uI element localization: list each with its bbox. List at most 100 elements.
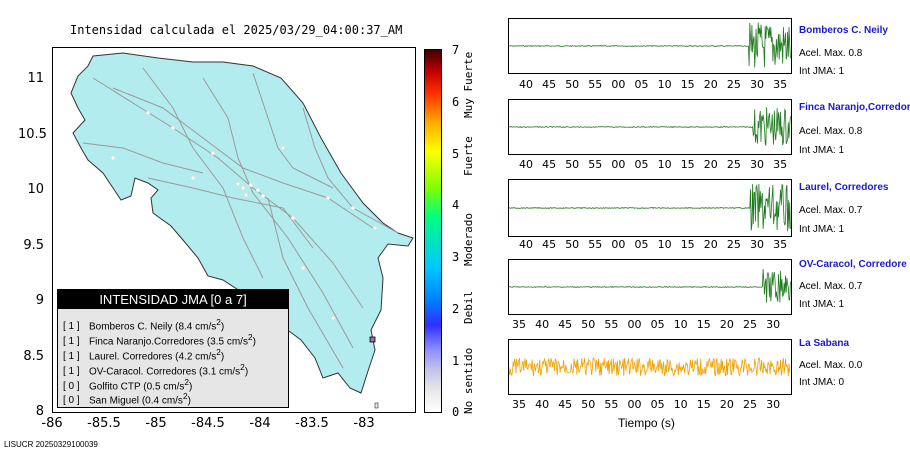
colorbar-tick: 6 [452,95,460,109]
trace-time-tick: 05 [634,158,649,171]
trace-panel-1[interactable] [508,99,792,155]
colorbar-tick: 5 [452,147,460,161]
intensity-legend: INTENSIDAD JMA [0 a 7] [ 1 ] Bomberos C. … [57,289,289,408]
trace-time-tick: 20 [703,78,718,91]
colorbar-tick: 2 [452,302,460,316]
trace-time-tick: 45 [558,318,573,331]
station-jma: Int JMA: 1 [799,299,845,310]
trace-panel-3[interactable] [508,259,792,315]
trace-time-tick: 20 [719,318,734,331]
station-acel: Acel. Max. 0.0 [799,360,863,371]
trace-panel-0[interactable] [508,18,792,74]
station-name: La Sabana [799,338,850,349]
time-axis-label: Tiempo (s) [618,416,675,430]
legend-row: [ 0 ] San Miguel (0.4 cm/s2) [63,391,191,407]
trace-time-tick: 15 [680,238,695,251]
trace-time-tick: 55 [604,398,619,411]
trace-time-tick: 40 [535,318,550,331]
trace-time-tick: 35 [773,158,788,171]
trace-panel-2[interactable] [508,179,792,237]
trace-time-tick: 10 [657,238,672,251]
trace-time-tick: 40 [519,238,533,251]
trace-time-tick: 25 [726,158,741,171]
trace-time-tick: 45 [542,78,557,91]
legend-row: [ 0 ] Golfito CTP (0.5 cm/s2) [63,377,193,393]
trace-time-tick: 55 [588,158,603,171]
map-y-tick: 9 [35,293,44,308]
waveform [509,22,791,68]
legend-header: INTENSIDAD JMA [0 a 7] [58,290,288,309]
colorbar-label: Debil [462,290,475,324]
colorbar-tick: 7 [452,43,460,57]
trace-time-tick: 45 [542,238,557,251]
trace-time-tick: 30 [750,238,764,251]
trace-time-tick: 50 [581,318,596,331]
map-title: Intensidad calculada el 2025/03/29_04:00… [70,23,403,37]
trace-time-tick: 35 [512,318,526,331]
colorbar-label: Moderado [462,213,475,266]
costa-rica-landmass [70,52,414,394]
trace-time-tick: 40 [535,398,550,411]
station-marker [369,336,376,343]
trace-time-tick: 50 [565,78,580,91]
map-x-tick: -86 [41,416,63,431]
legend-row: [ 1 ] Laurel. Corredores (4.2 cm/s2) [63,347,225,363]
colorbar-tick: 0 [452,405,460,419]
colorbar-label: No sentido [462,347,475,414]
station-jma: Int JMA: 1 [799,145,845,156]
map-x-tick: -84.5 [191,416,225,431]
trace-time-tick: 30 [750,78,764,91]
trace-time-tick: 15 [696,398,711,411]
map-x-tick: -85.5 [87,416,121,431]
trace-time-tick: 15 [696,318,711,331]
trace-time-tick: 10 [673,318,688,331]
trace-time-tick: 10 [657,158,672,171]
legend-row: [ 1 ] Bomberos C. Neily (8.4 cm/s2) [63,317,225,333]
waveform [508,268,791,303]
trace-time-tick: 15 [680,158,695,171]
map-x-tick: -83 [353,416,375,431]
colorbar-label: Muy Fuerte [462,51,475,118]
map-y-tick: 8 [35,404,44,419]
legend-row: [ 1 ] OV-Caracol. Corredores (3.1 cm/s2) [63,362,249,378]
map-x-tick: -84 [249,416,271,431]
trace-time-tick: 00 [627,318,642,331]
trace-time-tick: 20 [719,398,734,411]
trace-time-tick: 25 [743,318,757,331]
city-markers [110,110,378,321]
trace-time-tick: 30 [750,158,764,171]
waveform [508,357,791,378]
trace-time-tick: 45 [542,158,557,171]
map-y-tick: 10.5 [18,127,47,142]
trace-time-tick: 25 [726,78,741,91]
station-name: Bomberos C. Neily [799,25,888,36]
map-y-tick: 11 [27,71,44,86]
trace-time-tick: 00 [611,238,626,251]
trace-time-tick: 50 [565,238,580,251]
trace-time-tick: 50 [581,398,596,411]
station-name: Laurel, Corredores [799,182,889,193]
station-marker [374,402,379,409]
trace-time-tick: 30 [766,398,781,411]
trace-time-tick: 20 [703,238,718,251]
trace-time-tick: 35 [773,238,788,251]
station-acel: Acel. Max. 0.7 [799,281,863,292]
map-x-tick: -85 [145,416,167,431]
footer-id: LISUCR 20250329100039 [4,440,98,449]
trace-time-tick: 55 [588,78,603,91]
station-jma: Int JMA: 0 [799,377,845,388]
trace-time-tick: 20 [703,158,718,171]
trace-time-tick: 10 [657,78,672,91]
trace-time-tick: 25 [743,398,757,411]
trace-time-tick: 05 [650,398,665,411]
trace-time-tick: 55 [588,238,603,251]
colorbar-tick: 3 [452,250,460,264]
trace-time-tick: 55 [604,318,619,331]
trace-time-tick: 05 [634,78,649,91]
trace-time-tick: 10 [673,398,688,411]
trace-time-tick: 05 [650,318,665,331]
colorbar-tick: 4 [452,198,460,212]
map-y-tick: 9.5 [23,238,44,253]
intensity-colorbar [424,49,442,413]
trace-panel-4[interactable] [508,339,792,395]
